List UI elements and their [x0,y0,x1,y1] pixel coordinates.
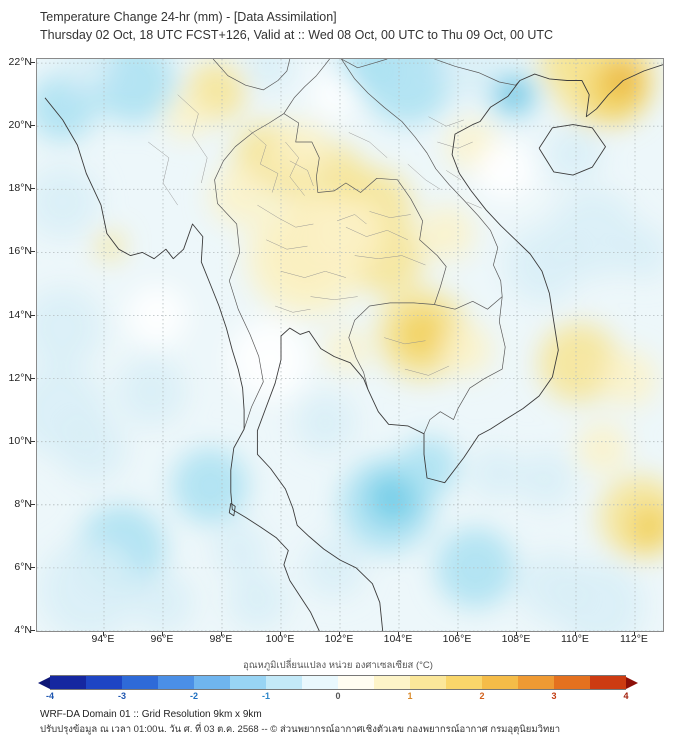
colorbar-cells [50,675,626,690]
colorbar-cell [410,676,446,689]
lon-tickmark [574,632,576,636]
lon-tickmark [220,632,222,636]
coastlines [44,64,663,631]
lat-tick-label: 14°N [8,308,32,321]
title-block: Temperature Change 24-hr (mm) - [Data As… [40,8,553,44]
province-borders [148,94,482,376]
colorbar-cell [122,676,158,689]
lon-tickmark [102,632,104,636]
lon-tick-label: 108°E [501,633,531,645]
lat-tickmark [31,566,35,568]
lat-tick-label: 6°N [14,560,32,573]
lon-tick-label: 94°E [91,633,115,645]
colorbar-cell [86,676,122,689]
colorbar-cell [590,676,626,689]
lat-tickmark [31,503,35,505]
country-borders [212,59,521,434]
footer-block: WRF-DA Domain 01 :: Grid Resolution 9km … [40,707,560,737]
temperature-field-blobs [37,59,663,631]
colorbar-cell [266,676,302,689]
lat-tick-label: 10°N [8,434,32,447]
colorbar-cell [158,676,194,689]
lon-tick-label: 110°E [560,633,589,645]
lon-tick-label: 96°E [150,633,174,645]
lon-tickmark [279,632,281,636]
lon-tickmark [515,632,517,636]
lat-tick-label: 22°N [8,56,32,69]
lat-tickmark [31,62,35,64]
map-frame [36,58,664,632]
lat-tickmark [31,630,35,631]
lat-tick-label: 8°N [14,497,32,510]
colorbar-bar [38,675,638,690]
footer-model-info: WRF-DA Domain 01 :: Grid Resolution 9km … [40,709,262,720]
colorbar-title: อุณหภูมิเปลี่ยนแปลง หน่วย องศาเซลเซียส (… [243,660,433,671]
colorbar-tick-label: 4 [623,691,629,701]
colorbar-left-arrow [38,676,50,689]
lon-tickmark [456,632,458,636]
lon-tickmark [161,632,163,636]
lon-tick-label: 112°E [619,633,648,645]
colorbar-cell [50,676,86,689]
longitude-axis-labels: 94°E 96°E 98°E 100°E 102°E 104°E 106°E 108°E 110… [36,633,662,649]
colorbar-tick-label: -2 [189,691,199,701]
lat-tick-label: 12°N [8,371,32,384]
lat-tickmark [31,440,35,442]
page-subtitle: Thursday 02 Oct, 18 UTC FCST+126, Valid … [40,28,554,42]
lat-tickmark [31,377,35,379]
lat-tickmark [31,314,35,316]
colorbar-tick-label: -4 [45,691,55,701]
lon-tick-label: 102°E [324,633,354,645]
lon-tick-label: 98°E [209,633,233,645]
colorbar-cell [446,676,482,689]
lon-tick-label: 104°E [383,633,413,645]
colorbar-cell [338,676,374,689]
colorbar-cell [194,676,230,689]
lat-tick-label: 20°N [8,119,32,132]
colorbar-tick-label: -3 [117,691,127,701]
lon-tick-label: 100°E [265,633,295,645]
lat-tickmark [31,188,35,190]
footer-agency-info: ปรับปรุงข้อมูล ณ เวลา 01:00น. วัน ศ. ที่… [40,724,561,735]
colorbar-right-arrow [626,676,638,689]
lat-tickmark [31,251,35,253]
colorbar-cell [518,676,554,689]
colorbar-cell [374,676,410,689]
lon-tickmark [633,632,635,636]
colorbar-cell [554,676,590,689]
grid-lines [37,59,663,631]
page-title: Temperature Change 24-hr (mm) - [Data As… [40,10,337,24]
map-canvas [37,59,663,631]
lat-tickmark [31,125,35,127]
latitude-axis-labels: 22°N 20°N 18°N 16°N 14°N 12°N 10°N 8°N 6°N 4°N [0,56,33,636]
lon-tickmark [338,632,340,636]
colorbar: อุณหภูมิเปลี่ยนแปลง หน่วย องศาเซลเซียส (… [38,658,638,704]
colorbar-tick-label: 0 [335,691,341,701]
colorbar-cell [230,676,266,689]
colorbar-tick-labels: -4 -3 -2 -1 0 1 2 3 4 [46,691,629,704]
lat-tick-label: 18°N [8,182,32,195]
lon-tickmark [397,632,399,636]
colorbar-cell [482,676,518,689]
lon-tick-label: 106°E [442,633,472,645]
lat-tick-label: 4°N [14,624,32,636]
colorbar-tick-label: 1 [407,691,413,701]
colorbar-tick-label: -1 [261,691,271,701]
lat-tick-label: 16°N [8,245,32,258]
colorbar-cell [302,676,338,689]
colorbar-tick-label: 3 [551,691,557,701]
colorbar-tick-label: 2 [479,691,485,701]
